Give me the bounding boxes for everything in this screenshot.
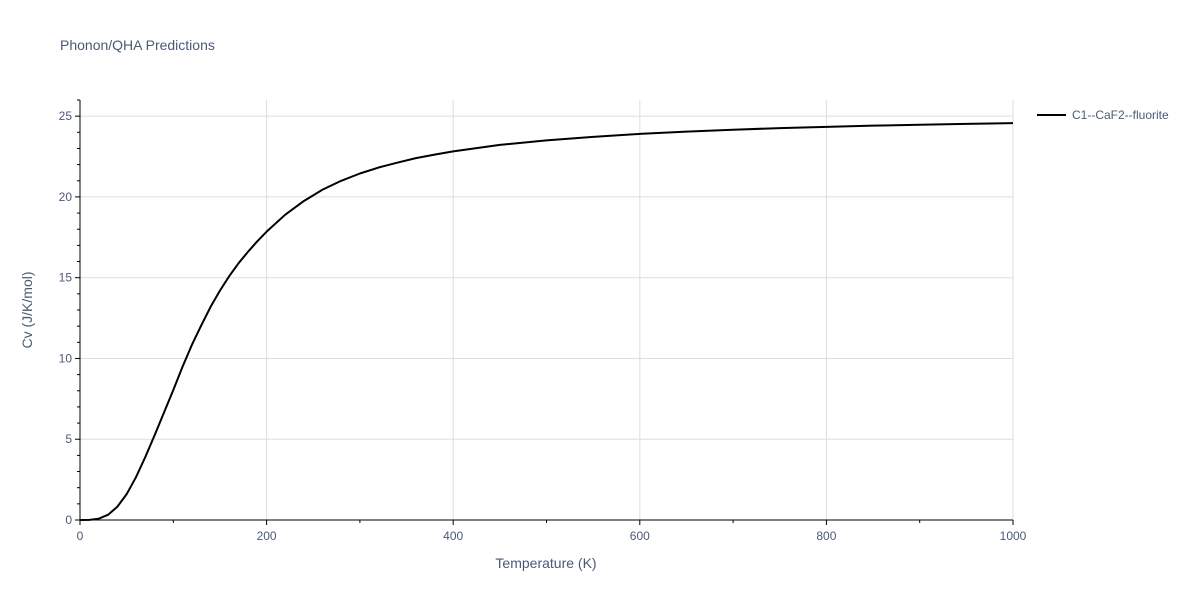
- x-tick-label-1: 200: [257, 529, 277, 543]
- x-tick-label-3: 600: [630, 529, 650, 543]
- series-layer: [79, 122, 1014, 521]
- y-axis-title: Cv (J/K/mol): [19, 272, 35, 349]
- y-tick-label-3: 15: [59, 271, 73, 285]
- x-axis-title: Temperature (K): [495, 555, 596, 571]
- axes-layer: [79, 100, 1013, 521]
- y-tick-label-5: 25: [59, 109, 73, 123]
- ticks-layer: 0 200 400 600 800 1000 0 5 10 15 20 25: [59, 99, 1027, 543]
- y-tick-label-0: 0: [65, 513, 72, 527]
- grid-layer: [80, 100, 1014, 520]
- x-tick-label-5: 1000: [1000, 529, 1027, 543]
- y-tick-label-1: 5: [65, 432, 72, 446]
- x-tick-label-0: 0: [77, 529, 84, 543]
- chart-title: Phonon/QHA Predictions: [60, 37, 215, 53]
- legend-label-0[interactable]: C1--CaF2--fluorite: [1072, 108, 1169, 122]
- series-line-0: [79, 122, 1014, 521]
- legend[interactable]: C1--CaF2--fluorite: [1037, 108, 1169, 122]
- x-tick-label-2: 400: [443, 529, 463, 543]
- x-tick-label-4: 800: [816, 529, 836, 543]
- y-tick-label-4: 20: [59, 190, 73, 204]
- y-tick-label-2: 10: [59, 351, 73, 365]
